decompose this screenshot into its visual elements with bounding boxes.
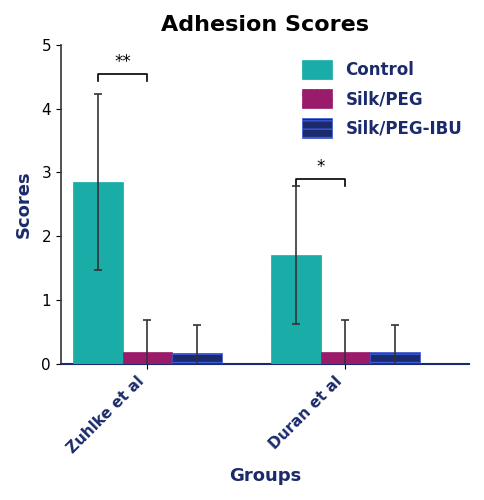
Text: **: **	[114, 53, 131, 71]
Bar	[73, 182, 122, 364]
Text: *: *	[317, 158, 325, 176]
X-axis label: Groups: Groups	[229, 467, 301, 485]
Bar	[271, 255, 320, 364]
Bar	[370, 352, 420, 364]
Bar	[320, 352, 370, 364]
Y-axis label: Scores: Scores	[15, 170, 33, 238]
Bar	[122, 352, 172, 364]
Bar	[172, 353, 222, 364]
Legend: Control, Silk/PEG, Silk/PEG-IBU: Control, Silk/PEG, Silk/PEG-IBU	[295, 53, 469, 144]
Title: Adhesion Scores: Adhesion Scores	[161, 15, 369, 35]
